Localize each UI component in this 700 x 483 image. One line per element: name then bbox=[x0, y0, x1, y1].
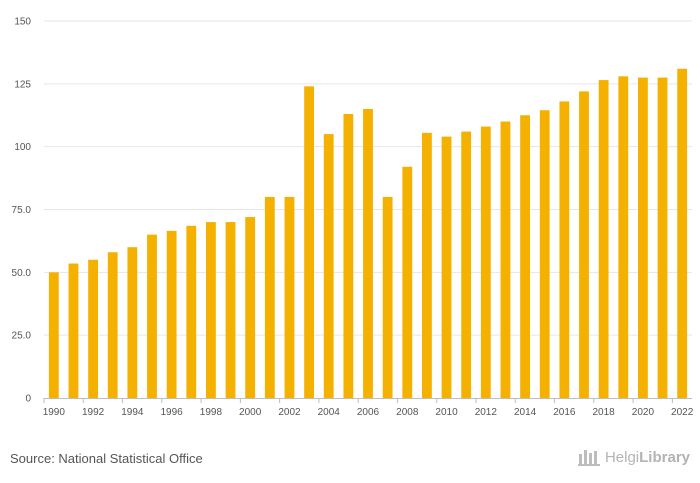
x-tick-label: 1992 bbox=[82, 407, 105, 418]
bars bbox=[48, 68, 688, 399]
bar-1992[interactable] bbox=[88, 259, 98, 398]
x-axis-ticks: 1990 1992 1994 1996 1998 2000 2002 2004 2006 2008… bbox=[43, 398, 694, 418]
bar-2007[interactable] bbox=[382, 196, 393, 398]
bar-2005[interactable] bbox=[343, 113, 354, 398]
bar-2009[interactable] bbox=[422, 132, 432, 399]
bar-2011[interactable] bbox=[461, 131, 472, 398]
y-axis-ticks: 0 25.0 50.0 75.0 100 125 150 bbox=[12, 17, 32, 405]
x-tick-label: 2012 bbox=[475, 407, 498, 418]
bar-2008[interactable] bbox=[402, 166, 413, 398]
y-tick-label: 50.0 bbox=[12, 268, 32, 279]
y-tick-label: 0 bbox=[25, 394, 31, 405]
bar-1997[interactable] bbox=[186, 225, 197, 398]
bar-2013[interactable] bbox=[500, 121, 511, 399]
y-tick-label: 125 bbox=[14, 79, 31, 90]
bar-2017[interactable] bbox=[579, 91, 589, 398]
x-tick-label: 2010 bbox=[435, 407, 458, 418]
bar-2022[interactable] bbox=[677, 68, 688, 399]
x-tick-label: 1994 bbox=[121, 407, 144, 418]
x-tick-label: 1996 bbox=[161, 407, 184, 418]
bar-2014[interactable] bbox=[520, 115, 530, 398]
bar-2003[interactable] bbox=[304, 86, 314, 398]
bar-2018[interactable] bbox=[598, 80, 609, 399]
source-note: Source: National Statistical Office bbox=[10, 451, 203, 466]
bar-1996[interactable] bbox=[166, 230, 177, 398]
x-tick-label: 2008 bbox=[396, 407, 419, 418]
y-tick-label: 25.0 bbox=[12, 331, 32, 342]
bar-2016[interactable] bbox=[559, 101, 570, 398]
bar-2001[interactable] bbox=[264, 196, 275, 398]
bar-2021[interactable] bbox=[657, 77, 668, 399]
x-tick-label: 2002 bbox=[278, 407, 301, 418]
x-tick-label: 2006 bbox=[357, 407, 380, 418]
x-tick-label: 2000 bbox=[239, 407, 262, 418]
bar-1995[interactable] bbox=[147, 234, 157, 398]
x-tick-label: 1998 bbox=[200, 407, 223, 418]
x-tick-label: 2014 bbox=[514, 407, 537, 418]
bar-2006[interactable] bbox=[363, 108, 373, 398]
x-tick-label: 2004 bbox=[318, 407, 341, 418]
bar-2015[interactable] bbox=[539, 110, 550, 399]
bar-1993[interactable] bbox=[107, 252, 118, 398]
bar-1991[interactable] bbox=[68, 263, 79, 398]
bar-2020[interactable] bbox=[638, 77, 648, 399]
bar-2019[interactable] bbox=[618, 76, 629, 398]
building-icon bbox=[577, 450, 600, 466]
y-tick-label: 150 bbox=[14, 17, 31, 28]
bar-2010[interactable] bbox=[441, 136, 452, 398]
x-tick-label: 2022 bbox=[671, 407, 694, 418]
bar-2012[interactable] bbox=[480, 126, 491, 398]
bar-2002[interactable] bbox=[284, 196, 295, 398]
x-tick-label: 2020 bbox=[632, 407, 655, 418]
bar-1990[interactable] bbox=[48, 272, 59, 398]
y-tick-label: 100 bbox=[14, 142, 31, 153]
y-tick-label: 75.0 bbox=[12, 205, 32, 216]
bar-2000[interactable] bbox=[245, 217, 256, 398]
x-tick-label: 1990 bbox=[43, 407, 66, 418]
bar-1994[interactable] bbox=[127, 247, 138, 398]
x-tick-label: 2018 bbox=[593, 407, 616, 418]
bar-1998[interactable] bbox=[206, 222, 216, 398]
x-tick-label: 2016 bbox=[553, 407, 576, 418]
bar-2004[interactable] bbox=[323, 134, 334, 398]
logo-wordmark: HelgiLibrary bbox=[604, 449, 690, 466]
helgi-library-logo[interactable]: HelgiLibrary bbox=[577, 448, 690, 466]
bar-1999[interactable] bbox=[225, 222, 236, 398]
